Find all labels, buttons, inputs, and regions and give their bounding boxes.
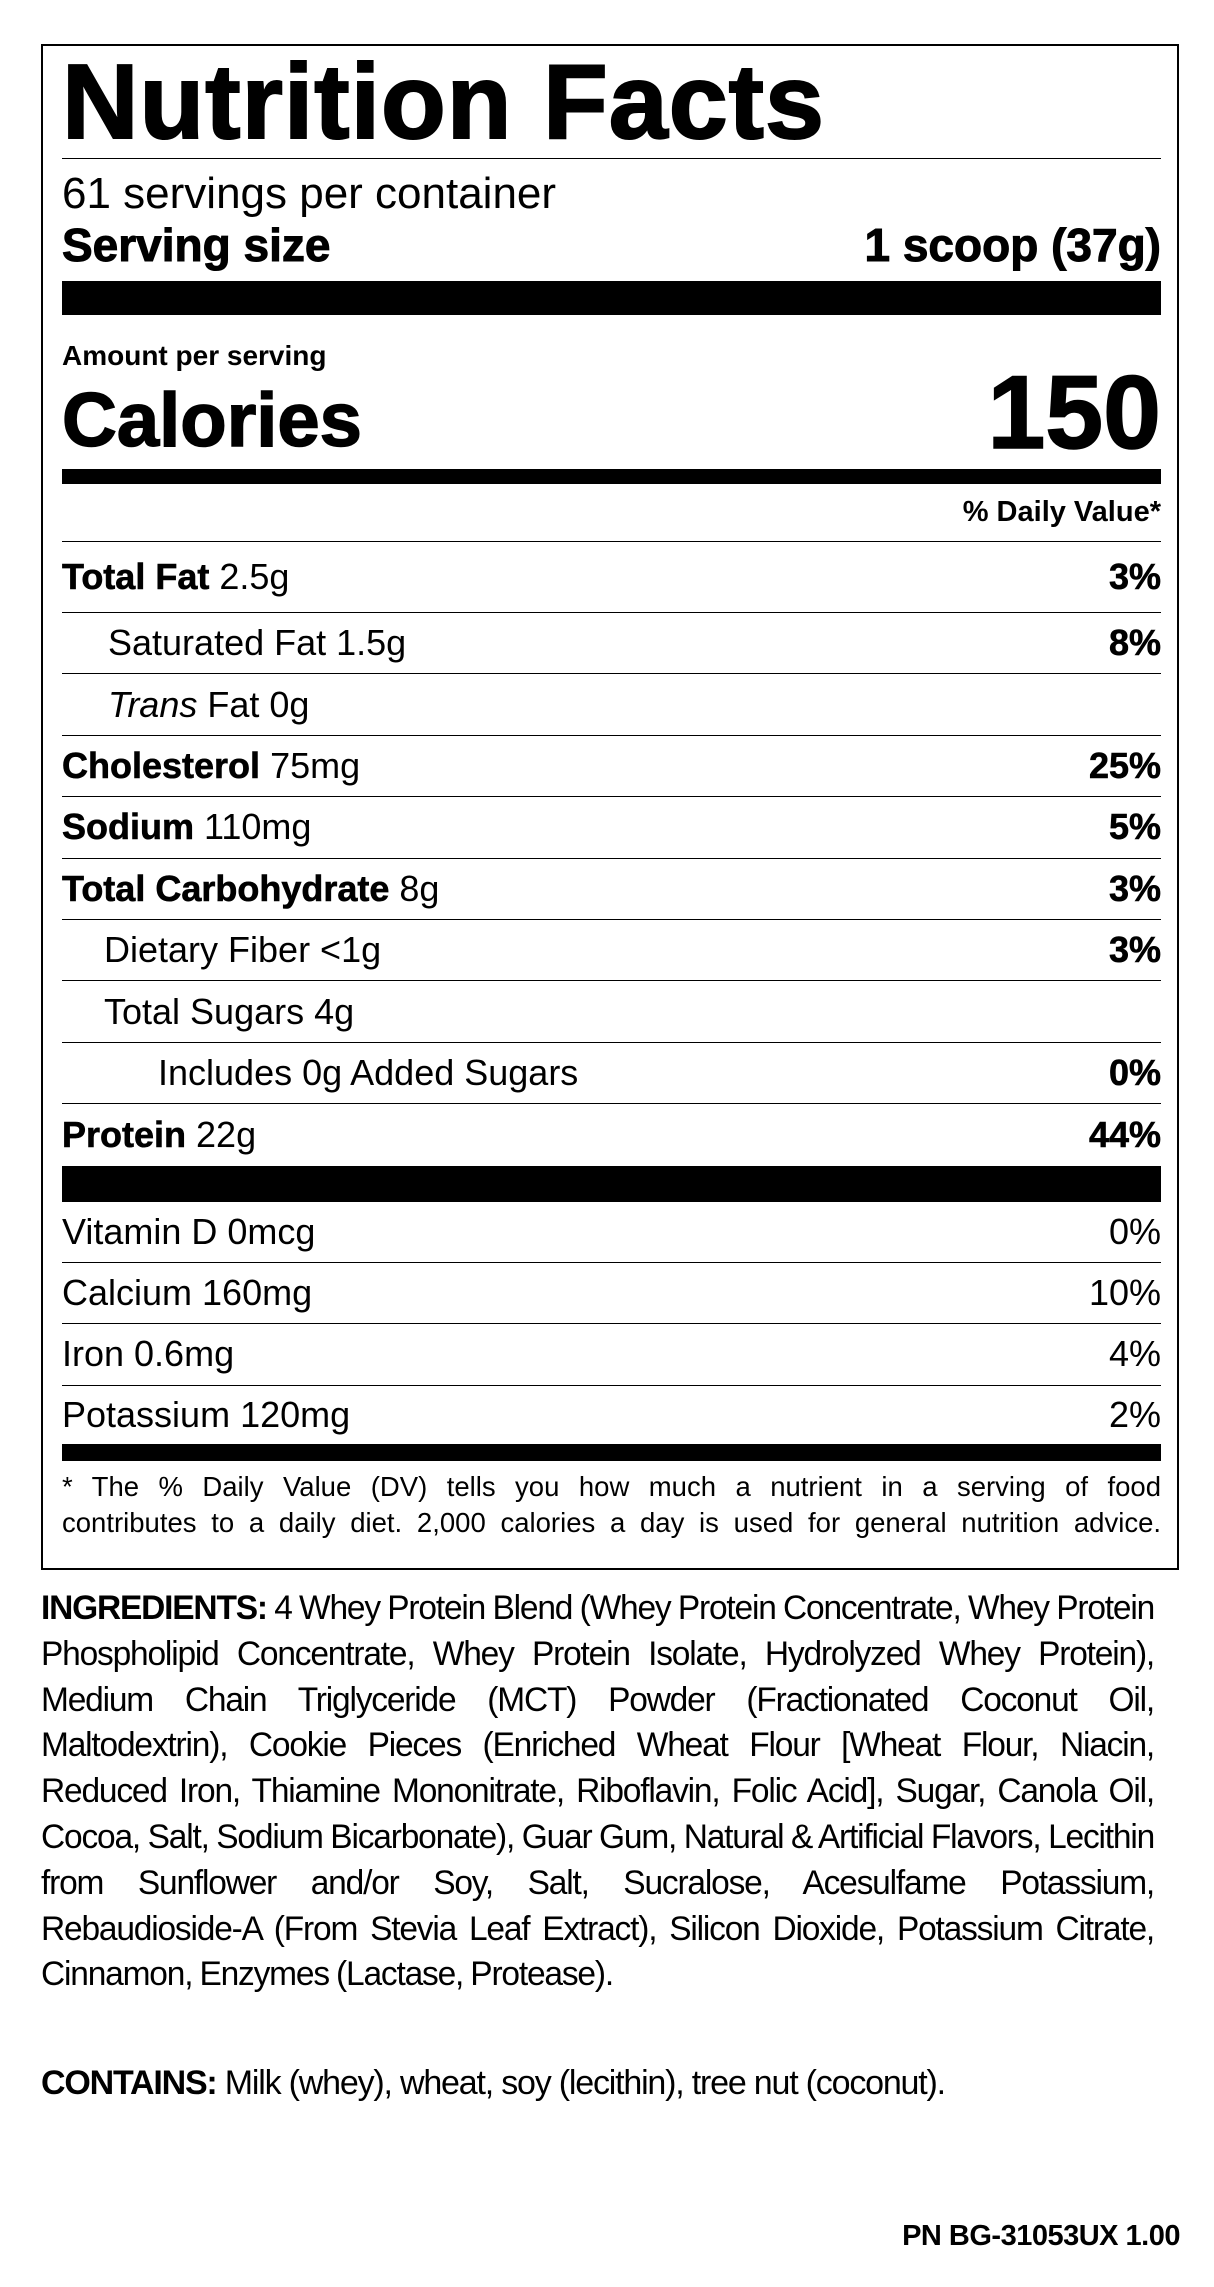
nutrient-amount: 8g [399,867,440,909]
calories-row: Calories 150 [61,360,1161,466]
nutrient-dv: 8% [1108,622,1162,664]
vitamin-row-calcium: Calcium 160mg 10% [62,1263,1161,1325]
vitamin-dv: 2% [1108,1393,1161,1435]
vitamin-row-potassium: Potassium 120mg 2% [62,1386,1161,1444]
allergen-contains: CONTAINS: Milk (whey), wheat, soy (lecit… [41,2060,946,2106]
nutrient-row-saturated-fat: Saturated Fat 1.5g 8% [62,613,1162,675]
nutrient-row-total-fat: Total Fat 2.5g 3% [62,542,1161,613]
vitamin-row-vitamin-d: Vitamin D 0mcg 0% [62,1202,1161,1263]
nutrient-dv: 25% [1088,744,1162,787]
nutrient-row-trans-fat: Trans Fat 0g [62,674,1161,736]
vitamin-label: Calcium 160mg [62,1272,313,1314]
nutrient-row-total-carbohydrate: Total Carbohydrate 8g 3% [62,859,1161,920]
nutrient-dv: 5% [1108,806,1162,848]
nutrient-label: Dietary Fiber <1g [104,929,382,971]
daily-value-header: % Daily Value* [62,484,1161,542]
nutrient-label: Saturated Fat 1.5g [108,622,407,664]
calories-label: Calories [61,378,362,464]
ingredients-label: INGREDIENTS: [41,1589,268,1627]
contains-text: Milk (whey), wheat, soy (lecithin), tree… [216,2064,946,2102]
nutrient-dv: 44% [1088,1113,1162,1156]
nutrient-row-added-sugars: Includes 0g Added Sugars 0% [62,1043,1162,1105]
serving-size-label: Serving size [61,219,331,272]
divider-medium [62,1443,1161,1461]
divider-thick [62,281,1161,315]
part-number: PN BG-31053UX 1.00 [902,2220,1180,2252]
divider-thick [62,1165,1161,1202]
nutrient-label: Cholesterol [62,744,261,787]
nutrient-row-dietary-fiber: Dietary Fiber <1g 3% [62,920,1162,982]
nutrient-dv: 3% [1108,867,1162,909]
nutrient-row-total-sugars: Total Sugars 4g [62,981,1161,1043]
ingredients: INGREDIENTS: 4 Whey Protein Blend (Whey … [41,1586,1155,1998]
footnote: * The % Daily Value (DV) tells you how m… [62,1469,1161,1541]
nutrient-label-italic: Trans [108,683,198,725]
vitamin-label: Iron 0.6mg [62,1333,235,1375]
vitamin-label: Vitamin D 0mcg [62,1210,316,1252]
nutrient-label: Total Carbohydrate [62,867,390,909]
nutrient-dv: 3% [1108,556,1162,598]
nutrient-amount: 2.5g [219,556,290,597]
panel-title: Nutrition Facts [61,45,1161,159]
nutrient-amount: 110mg [204,806,312,848]
calories-value: 150 [987,355,1162,471]
nutrient-row-sodium: Sodium 110mg 5% [62,797,1162,859]
vitamin-row-iron: Iron 0.6mg 4% [62,1324,1161,1386]
nutrient-dv: 3% [1108,929,1162,971]
vitamin-dv: 10% [1088,1272,1161,1314]
nutrient-label: Includes 0g Added Sugars [158,1051,579,1093]
nutrient-label: Fat 0g [207,683,310,725]
nutrient-label: Sodium [62,806,195,848]
vitamin-dv: 4% [1108,1333,1161,1375]
nutrient-label: Total Sugars 4g [104,990,355,1032]
ingredients-text: 4 Whey Protein Blend (Whey Protein Conce… [41,1589,1155,1994]
footnote-line: * The % Daily Value (DV) tells you how m… [62,1470,1161,1502]
serving-size-value: 1 scoop (37g) [864,219,1162,272]
nutrient-label: Total Fat [62,556,210,598]
vitamin-dv: 0% [1108,1210,1161,1252]
amount-per-serving: Amount per serving [62,340,327,371]
nutrient-amount: 75mg [270,744,361,786]
nutrition-facts-panel: Nutrition Facts 61 servings per containe… [41,44,1179,1570]
nutrient-label: Protein [62,1113,187,1156]
vitamin-label: Potassium 120mg [62,1393,351,1435]
nutrient-row-protein: Protein 22g 44% [62,1104,1162,1165]
nutrient-dv: 0% [1108,1051,1162,1094]
serving-size-row: Serving size 1 scoop (37g) [61,219,1162,272]
contains-label: CONTAINS: [41,2064,218,2102]
nutrient-amount: 22g [196,1113,257,1155]
nutrient-row-cholesterol: Cholesterol 75mg 25% [62,736,1162,798]
divider-medium [62,469,1161,484]
footnote-line: contributes to a daily diet. 2,000 calor… [62,1506,1161,1538]
servings-per-container: 61 servings per container [62,169,557,218]
